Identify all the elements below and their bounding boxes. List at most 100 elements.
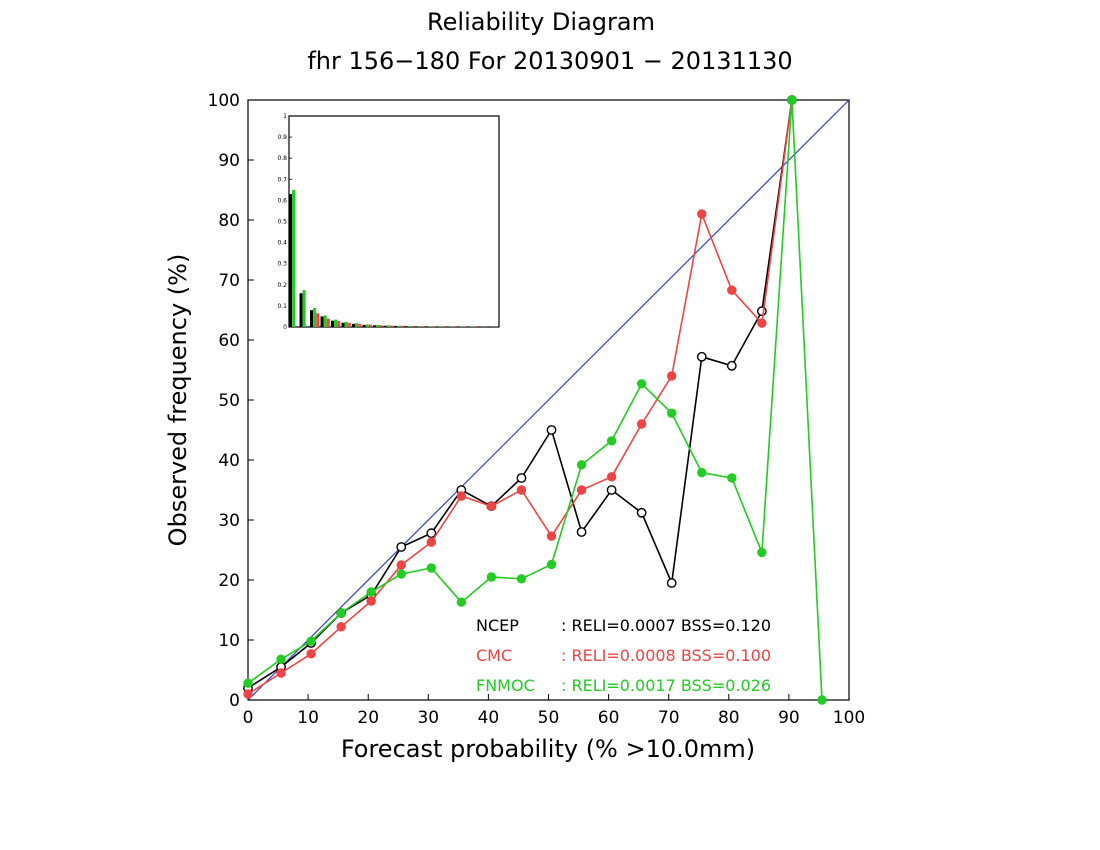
legend-stats-cmc: : RELI=0.0008 BSS=0.100: [561, 646, 771, 665]
inset-bar-ncep: [341, 322, 345, 327]
inset-bar-cmc: [410, 325, 414, 327]
x-tick-label: 40: [478, 708, 500, 728]
fnmoc-point: [336, 608, 346, 618]
inset-bar-ncep: [373, 325, 377, 327]
cmc-point: [727, 285, 737, 295]
cmc-point: [697, 209, 707, 219]
inset-bar-fnmoc: [439, 326, 443, 327]
legend-stats-ncep: : RELI=0.0007 BSS=0.120: [561, 616, 771, 635]
inset-bar-fnmoc: [397, 325, 401, 327]
fnmoc-point: [306, 636, 316, 646]
fnmoc-point: [817, 695, 827, 705]
inset-bar-fnmoc: [365, 324, 369, 327]
ncep-point: [576, 527, 587, 537]
inset-bar-cmc: [431, 326, 435, 327]
inset-bar-fnmoc: [407, 325, 411, 327]
fnmoc-point: [606, 436, 617, 446]
x-tick-label: 10: [297, 708, 319, 728]
fnmoc-point: [546, 559, 557, 570]
y-tick-label: 30: [218, 511, 240, 531]
inset-bar-cmc: [337, 321, 341, 327]
inset-bar-ncep: [299, 293, 303, 327]
inset-bar-fnmoc: [355, 323, 359, 327]
legend-label-fnmoc: FNMOC: [476, 676, 535, 695]
fnmoc-point: [243, 678, 253, 688]
perfect-reliability-line: [247, 99, 850, 701]
inset-bar-ncep: [394, 325, 398, 327]
x-tick-label: 50: [538, 708, 560, 728]
inset-bar-cmc: [389, 325, 393, 327]
x-tick-label: 80: [718, 708, 740, 728]
y-axis-label: Observed frequency (%): [164, 254, 192, 547]
inset-y-tick-label: 0.2: [277, 282, 287, 289]
inset-bar-fnmoc: [386, 325, 390, 327]
cmc-point: [546, 531, 557, 541]
inset-bar-cmc: [316, 313, 320, 327]
y-tick-label: 60: [218, 331, 240, 351]
fnmoc-point: [276, 654, 286, 664]
y-tick-label: 70: [218, 271, 240, 291]
inset-bar-cmc: [400, 325, 404, 327]
fnmoc-point: [757, 547, 767, 558]
cmc-point: [396, 560, 406, 570]
fnmoc-point: [727, 473, 737, 483]
ncep-point: [756, 306, 767, 317]
cmc-point: [243, 689, 253, 699]
inset-bar-fnmoc: [344, 321, 348, 327]
fnmoc-point: [697, 467, 707, 478]
fnmoc-point: [516, 574, 527, 584]
chart-title: Reliability Diagram: [427, 8, 655, 36]
inset-bar-cmc: [379, 325, 383, 327]
legend-label-cmc: CMC: [476, 646, 512, 665]
inset-y-tick-label: 0: [283, 324, 287, 331]
inset-bar-cmc: [442, 326, 446, 327]
inset-bar-fnmoc: [334, 319, 338, 327]
fnmoc-line: [247, 99, 823, 701]
fnmoc-point: [456, 597, 467, 607]
inset-bar-ncep: [425, 326, 429, 327]
inset-y-tick-label: 0.7: [277, 176, 287, 183]
y-tick-label: 90: [218, 151, 240, 171]
inset-y-tick-label: 0.3: [277, 261, 287, 268]
y-tick-label: 20: [218, 571, 240, 591]
inset-bar-cmc: [368, 324, 372, 327]
legend-label-ncep: NCEP: [476, 616, 519, 635]
x-tick-label: 30: [417, 708, 439, 728]
x-tick-label: 0: [243, 708, 254, 728]
fnmoc-point: [636, 379, 647, 389]
cmc-point: [276, 668, 286, 678]
y-tick-label: 10: [218, 631, 240, 651]
cmc-point: [516, 485, 527, 495]
inset-bar-cmc: [347, 322, 351, 327]
inset-bar-fnmoc: [292, 189, 296, 327]
chart-subtitle: fhr 156−180 For 20130901 − 20131130: [307, 47, 792, 75]
inset-bar-ncep: [310, 310, 314, 327]
fnmoc-point: [366, 587, 376, 597]
ncep-point: [666, 578, 677, 588]
cmc-point: [366, 596, 376, 606]
inset-bar-ncep: [383, 325, 387, 327]
inset-bar-ncep: [352, 323, 356, 327]
cmc-point: [636, 419, 647, 429]
inset-bar-fnmoc: [323, 315, 327, 327]
inset-bar-cmc: [358, 323, 362, 327]
cmc-point: [426, 537, 437, 547]
inset-y-tick-label: 1: [283, 113, 287, 120]
inset-bar-cmc: [421, 326, 425, 327]
inset-bar-ncep: [320, 316, 324, 327]
y-tick-label: 50: [218, 391, 240, 411]
inset-y-tick-label: 0.4: [277, 240, 287, 247]
x-axis-label: Forecast probability (% >10.0mm): [341, 735, 755, 763]
inset-y-tick-label: 0.6: [277, 197, 287, 204]
fnmoc-point: [396, 569, 406, 579]
legend: NCEP : RELI=0.0007 BSS=0.120 CMC : RELI=0.0…: [476, 616, 771, 695]
ncep-point: [606, 485, 617, 495]
inset-frame: [288, 115, 500, 328]
cmc-point: [456, 491, 467, 501]
fnmoc-point: [667, 408, 677, 418]
inset-bar-ncep: [404, 326, 408, 327]
y-tick-label: 40: [218, 451, 240, 471]
x-tick-label: 60: [598, 708, 620, 728]
inset-bar-fnmoc: [418, 326, 422, 327]
cmc-point: [667, 371, 677, 381]
